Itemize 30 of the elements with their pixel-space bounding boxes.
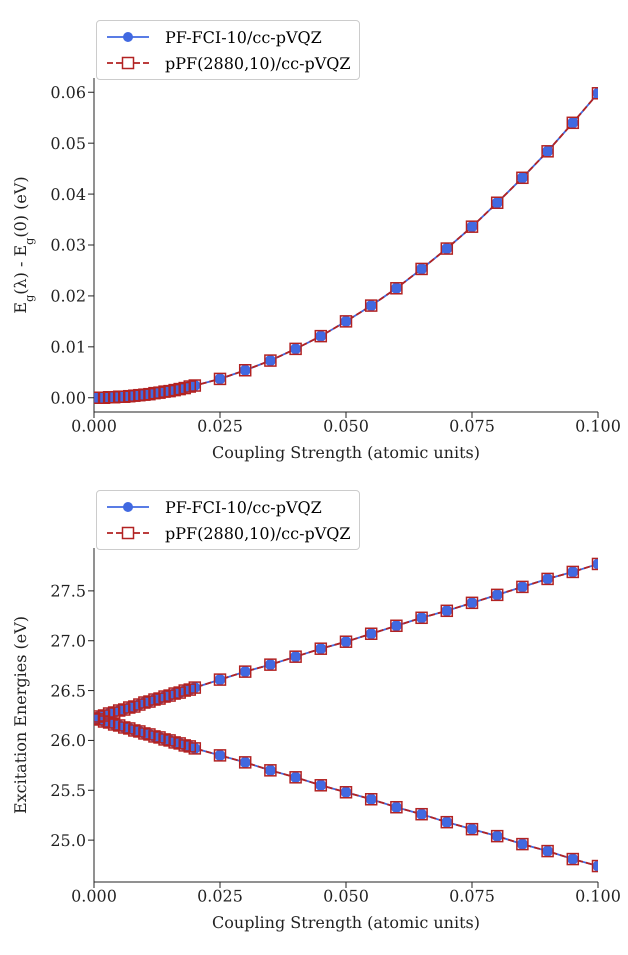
y-tick-label: 25.0 [50,830,86,850]
x-tick-label: 0.025 [197,416,243,436]
y-tick-label: 0.04 [50,184,86,204]
x-axis-title: Coupling Strength (atomic units) [212,443,480,462]
y-axis-title: Excitation Energies (eV) [11,616,30,814]
y-tick-label: 26.0 [50,731,86,750]
legend-label: PF-FCI-10/cc-pVQZ [165,28,322,46]
y-tick-label: 27.5 [50,582,86,601]
x-tick-label: 0.000 [71,886,117,906]
y-tick-label: 0.05 [50,134,86,153]
y-tick-label: 0.03 [50,236,86,255]
x-tick-label: 0.075 [449,416,495,436]
y-tick-label: 0.06 [50,82,86,102]
x-tick-label: 0.100 [575,886,621,906]
y-tick-label: 27.0 [50,631,86,650]
x-tick-label: 0.075 [449,886,495,906]
y-tick-label: 0.01 [50,338,86,357]
x-tick-label: 0.050 [323,886,369,906]
y-tick-label: 0.00 [50,388,86,408]
x-tick-label: 0.025 [197,886,243,906]
legend-label: pPF(2880,10)/cc-pVQZ [165,54,351,72]
x-tick-label: 0.050 [323,416,369,436]
x-tick-label: 0.100 [575,416,621,436]
y-tick-label: 26.5 [50,681,86,700]
legend-label: pPF(2880,10)/cc-pVQZ [165,524,351,542]
legend-label: PF-FCI-10/cc-pVQZ [165,498,322,516]
y-tick-label: 25.5 [50,780,86,800]
y-tick-label: 0.02 [50,286,86,306]
x-axis-title: Coupling Strength (atomic units) [212,913,480,932]
x-tick-label: 0.000 [71,416,117,436]
